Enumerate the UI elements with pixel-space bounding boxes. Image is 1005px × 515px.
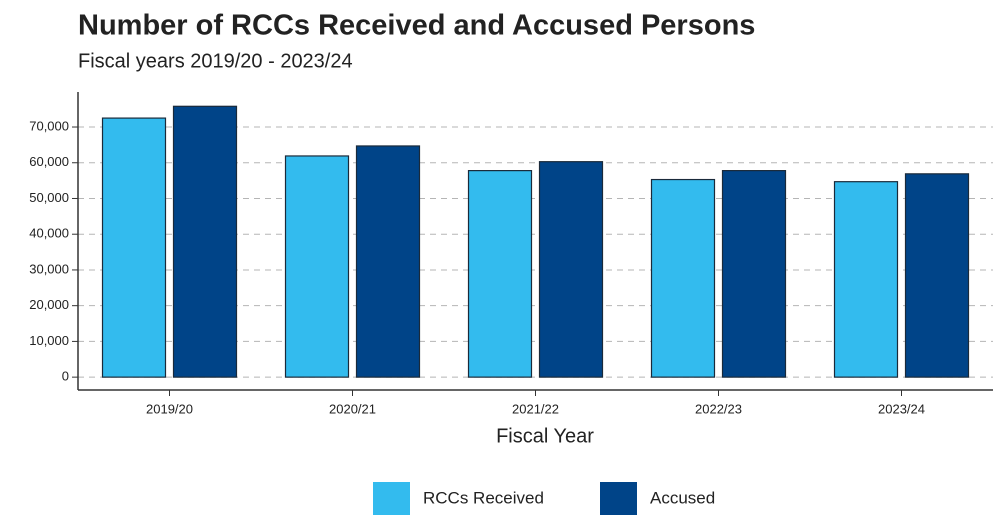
legend-swatch xyxy=(373,482,410,515)
bar xyxy=(172,105,238,378)
chart-title: Number of RCCs Received and Accused Pers… xyxy=(78,10,755,42)
x-tick-label: 2023/24 xyxy=(878,401,925,416)
bar xyxy=(355,145,421,378)
x-tick-label: 2022/23 xyxy=(695,401,742,416)
bar xyxy=(538,161,604,378)
legend-label: RCCs Received xyxy=(423,488,544,507)
legend-swatch xyxy=(600,482,637,515)
y-tick-label: 40,000 xyxy=(29,226,69,241)
y-tick-label: 50,000 xyxy=(29,190,69,205)
bar xyxy=(904,173,970,378)
x-tick-label: 2021/22 xyxy=(512,401,559,416)
bar xyxy=(467,170,533,378)
bar xyxy=(650,178,716,378)
y-tick-label: 60,000 xyxy=(29,154,69,169)
bar xyxy=(101,117,167,378)
x-tick-label: 2020/21 xyxy=(329,401,376,416)
x-tick-label: 2019/20 xyxy=(146,401,193,416)
y-tick-label: 20,000 xyxy=(29,297,69,312)
bar xyxy=(833,181,899,378)
y-tick-label: 10,000 xyxy=(29,333,69,348)
y-tick-label: 0 xyxy=(62,369,69,384)
y-tick-label: 70,000 xyxy=(29,118,69,133)
y-tick-label: 30,000 xyxy=(29,261,69,276)
x-axis-label: Fiscal Year xyxy=(496,425,594,447)
chart-subtitle: Fiscal years 2019/20 - 2023/24 xyxy=(78,50,353,72)
bar xyxy=(721,170,787,378)
legend-label: Accused xyxy=(650,488,715,507)
bar xyxy=(284,155,350,378)
